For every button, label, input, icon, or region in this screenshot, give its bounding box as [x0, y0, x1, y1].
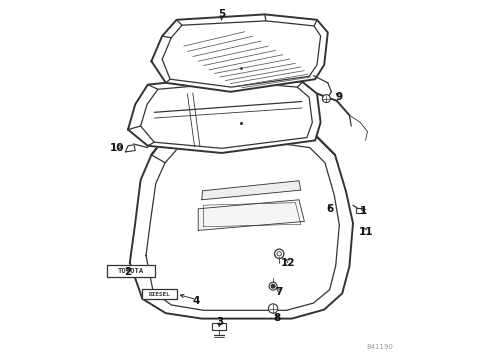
- Text: 9: 9: [335, 92, 342, 102]
- Text: 6: 6: [326, 204, 333, 214]
- Text: 5: 5: [218, 9, 225, 19]
- Polygon shape: [141, 82, 312, 148]
- Text: 1: 1: [360, 206, 368, 216]
- Circle shape: [322, 95, 330, 103]
- Text: 12: 12: [281, 258, 295, 268]
- Bar: [212, 323, 226, 330]
- Text: 841190: 841190: [367, 344, 393, 350]
- Circle shape: [269, 282, 277, 290]
- Polygon shape: [146, 138, 339, 310]
- Text: 2: 2: [124, 267, 132, 277]
- Polygon shape: [130, 126, 353, 319]
- Text: 3: 3: [216, 317, 223, 327]
- Polygon shape: [128, 76, 320, 153]
- Text: 8: 8: [274, 312, 281, 323]
- Polygon shape: [198, 200, 304, 230]
- Text: 10: 10: [110, 143, 124, 153]
- Polygon shape: [125, 145, 135, 152]
- Text: 4: 4: [193, 296, 200, 306]
- Circle shape: [277, 252, 281, 256]
- Circle shape: [269, 304, 278, 313]
- Text: 7: 7: [275, 287, 283, 297]
- FancyBboxPatch shape: [107, 265, 155, 277]
- FancyBboxPatch shape: [142, 289, 177, 299]
- Circle shape: [271, 284, 275, 288]
- Polygon shape: [202, 181, 301, 200]
- Bar: [356, 208, 363, 213]
- Text: 11: 11: [358, 227, 373, 237]
- Circle shape: [274, 249, 284, 258]
- Polygon shape: [162, 21, 320, 87]
- Polygon shape: [151, 14, 328, 92]
- Text: DIESEL: DIESEL: [148, 292, 170, 297]
- Text: TOYOTA: TOYOTA: [118, 268, 144, 274]
